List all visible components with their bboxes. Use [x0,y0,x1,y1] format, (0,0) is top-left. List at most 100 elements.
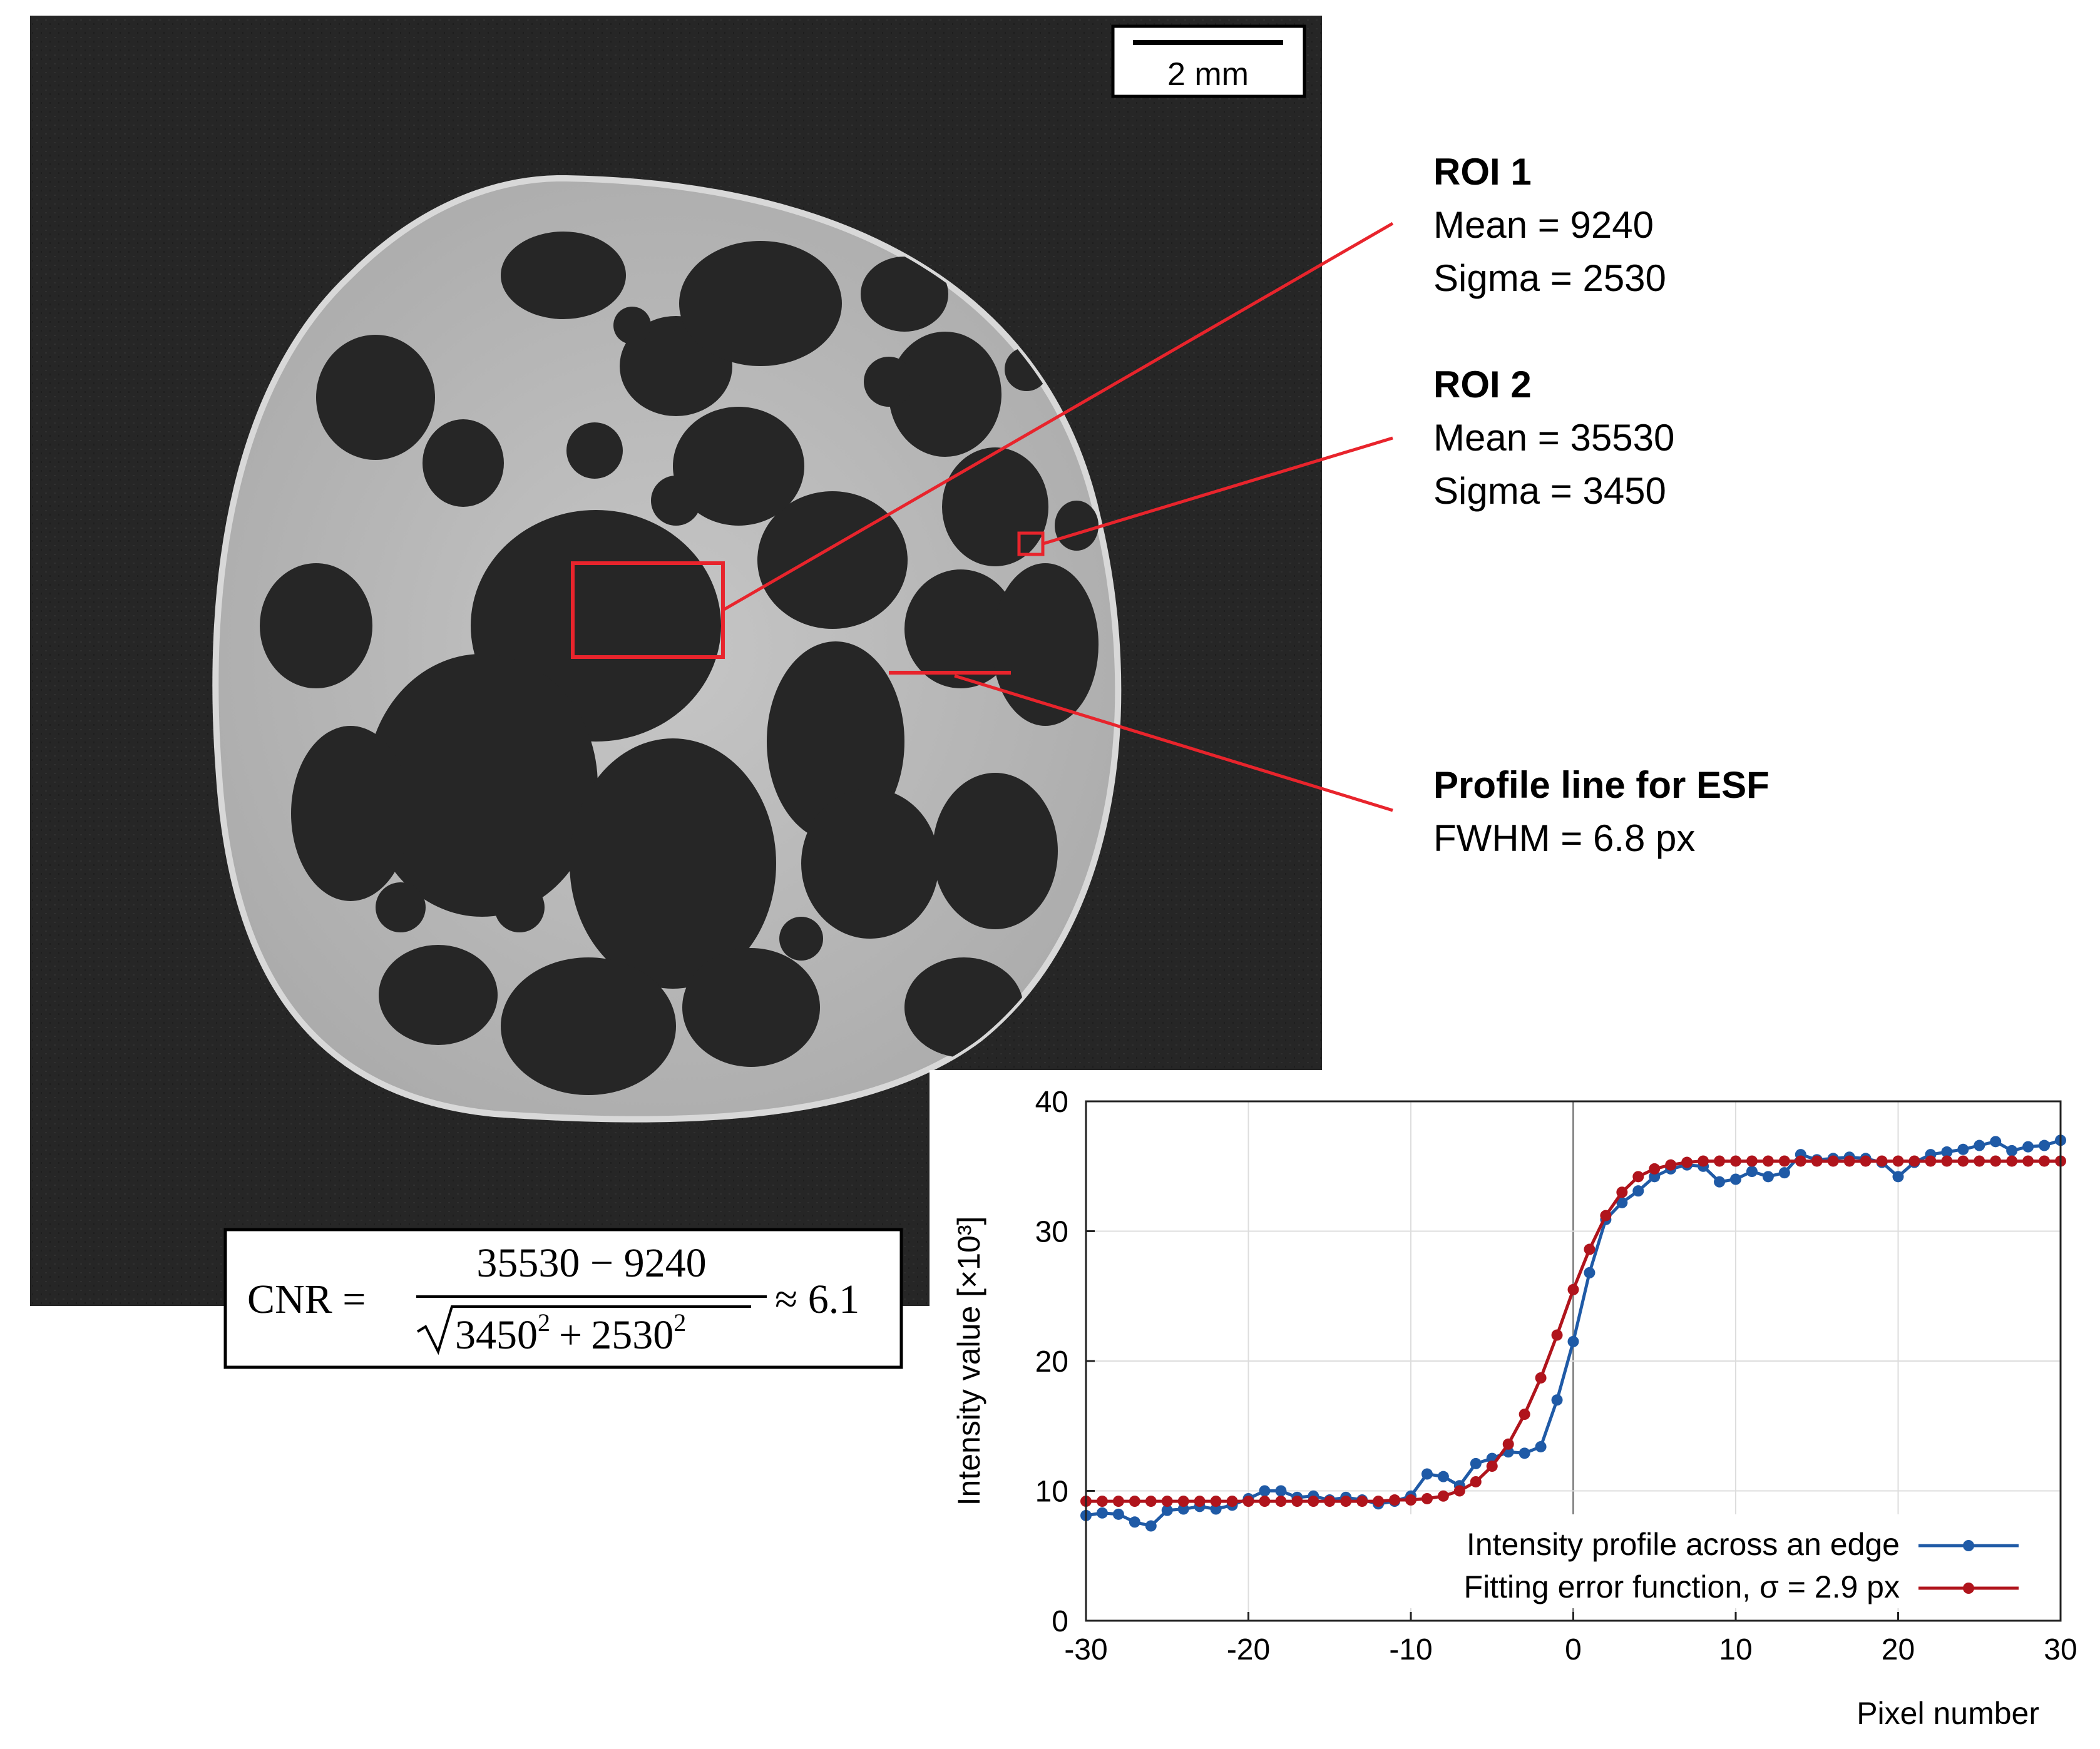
data-point [1778,1155,1790,1167]
ct-image [30,16,1322,1306]
data-point [1453,1485,1465,1497]
annotation-roi-1: ROI 1 Mean = 9240 Sigma = 2530 [1433,151,1666,299]
formula-result: ≈ 6.1 [775,1277,859,1322]
data-point [1990,1155,2002,1167]
data-point [1616,1196,1628,1208]
data-point [1974,1155,1985,1167]
data-point [2039,1140,2051,1151]
data-point [1957,1155,1969,1167]
data-point [1762,1155,1774,1167]
data-point [1112,1496,1124,1507]
data-point [1275,1496,1287,1507]
data-point [1778,1167,1790,1179]
data-point [1129,1516,1140,1528]
formula-denominator: 34502 +25302 [455,1308,686,1358]
annotation-profile: Profile line for ESF FWHM = 6.8 px [1433,764,1770,859]
data-point [1177,1503,1189,1515]
pores [260,232,1099,1095]
legend-label-blue: Intensity profile across an edge [1467,1527,1900,1562]
data-point [1535,1372,1547,1384]
data-point [1567,1335,1579,1347]
data-point [1096,1507,1108,1519]
data-point [1616,1186,1628,1198]
x-tick-label: -20 [1227,1633,1270,1666]
data-point [1730,1173,1741,1185]
roi-2-title: ROI 2 [1433,364,1532,405]
data-point [1908,1155,1920,1167]
data-point [1892,1171,1904,1183]
esf-chart: -30 -20 -10 0 10 20 30 0 10 20 30 40 Pixel number I… [930,1070,2100,1749]
data-point [1145,1520,1157,1532]
data-point [1210,1496,1222,1507]
data-point [1632,1185,1644,1197]
data-point [1291,1496,1303,1507]
data-point [1437,1471,1449,1482]
data-point [1665,1159,1677,1171]
scale-bar: 2 mm [1111,24,1306,98]
data-point [1746,1155,1758,1167]
legend-marker-blue [1963,1540,1974,1551]
data-point [1941,1155,1953,1167]
data-point [1584,1267,1595,1278]
data-point [1226,1496,1238,1507]
data-point [1681,1156,1693,1168]
roi-1-sigma: Sigma = 2530 [1433,257,1666,299]
data-point [1421,1468,1433,1480]
data-point [1259,1496,1271,1507]
data-point [1860,1155,1872,1167]
data-point [1600,1210,1612,1221]
data-point [2006,1155,2018,1167]
data-point [1210,1503,1222,1515]
data-point [1698,1155,1709,1167]
data-point [1519,1409,1530,1420]
data-point [1990,1136,2002,1148]
data-point [1584,1243,1595,1255]
den-a-exp: 2 [538,1308,550,1337]
data-point [1096,1496,1108,1507]
den-b: 2530 [591,1312,674,1358]
data-point [1843,1155,1855,1167]
roi-1-title: ROI 1 [1433,151,1532,193]
y-tick-label: 20 [1035,1345,1068,1379]
data-point [1242,1496,1254,1507]
data-point [1551,1394,1563,1406]
data-point [1486,1461,1498,1472]
chart-legend: Intensity profile across an edge Fitting… [1352,1514,2053,1608]
roi-2-sigma: Sigma = 3450 [1433,470,1666,512]
data-point [1421,1492,1433,1504]
x-tick-label: -30 [1064,1633,1107,1666]
data-point [1161,1504,1173,1516]
den-a: 3450 [455,1312,538,1358]
data-point [2039,1155,2051,1167]
data-point [2022,1155,2034,1167]
y-tick-label: 30 [1035,1216,1068,1249]
den-b-exp: 2 [674,1308,686,1337]
data-point [1957,1143,1969,1155]
data-point [1356,1496,1368,1507]
data-point [1551,1329,1563,1341]
profile-title: Profile line for ESF [1433,764,1770,806]
data-point [1746,1166,1758,1178]
data-point [1892,1155,1904,1167]
data-point [1795,1155,1806,1167]
data-point [1324,1496,1336,1507]
den-plus: + [559,1312,582,1358]
data-point [1470,1457,1482,1469]
x-tick-label: 30 [2044,1633,2077,1666]
data-point [1161,1496,1173,1507]
data-point [1567,1283,1579,1295]
leader-lines [722,222,1394,812]
data-point [1519,1447,1530,1459]
data-point [1762,1171,1774,1183]
chart-series [1080,1135,2066,1532]
roi-2-mean: Mean = 35530 [1433,417,1674,459]
data-point [1340,1496,1352,1507]
data-point [1112,1508,1124,1520]
data-point [1876,1155,1888,1167]
roi-2-leader [1042,436,1393,546]
annotation-roi-2: ROI 2 Mean = 35530 Sigma = 3450 [1433,364,1674,512]
data-point [1974,1140,1985,1151]
data-point [1275,1485,1287,1497]
legend-marker-red [1963,1583,1974,1594]
data-point [1649,1171,1661,1183]
